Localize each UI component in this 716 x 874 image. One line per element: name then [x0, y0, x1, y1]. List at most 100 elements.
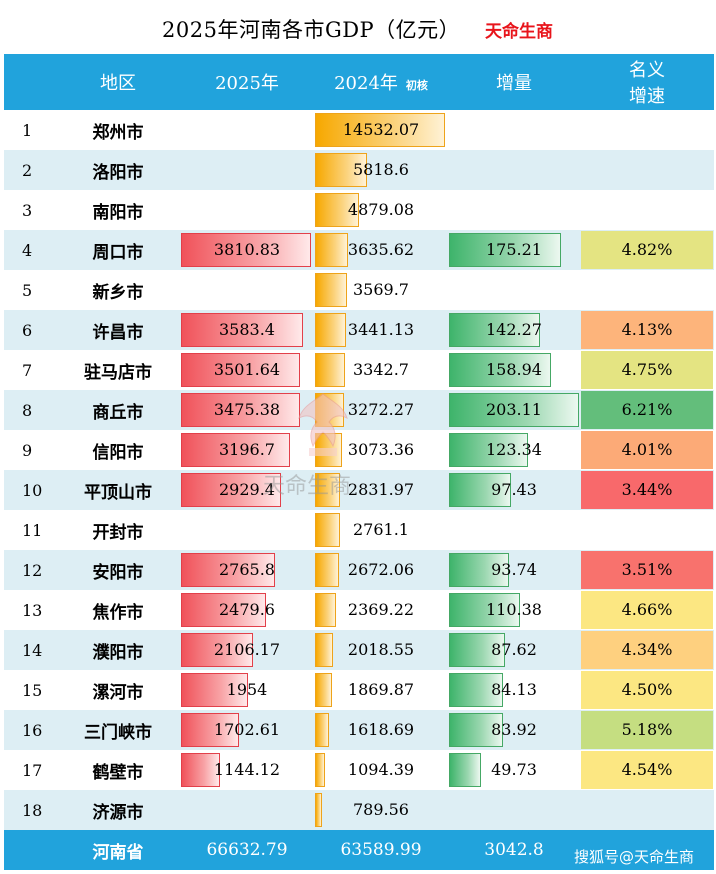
- v2025-cell: [180, 270, 314, 310]
- bar-2024: [315, 113, 445, 147]
- city-cell: 商丘市: [56, 390, 180, 430]
- v2024-value-label: 789.56: [353, 800, 409, 819]
- total-increase: 3042.8: [448, 830, 580, 870]
- bar-2024: [315, 353, 345, 387]
- v2025-value-label: 1954: [226, 680, 268, 699]
- city-cell: 新乡市: [92, 282, 144, 303]
- increase-cell-wrap: 110.38: [448, 590, 580, 630]
- v2025-value-label: 3501.64: [213, 360, 281, 379]
- growth-cell: 4.75%: [580, 350, 714, 390]
- growth-rate-label: [581, 191, 713, 229]
- v2024-cell-wrap: 1618.69: [314, 710, 448, 750]
- increase-value-label: 175.21: [486, 240, 542, 259]
- growth-cell-wrap: 4.54%: [580, 750, 714, 790]
- v2025-cell-wrap: 3501.64: [180, 350, 314, 390]
- growth-cell: 3.44%: [580, 470, 714, 510]
- growth-rate-label: [581, 111, 713, 149]
- v2024-cell-wrap: 3569.7: [314, 270, 448, 310]
- bar-increase: [449, 393, 579, 427]
- increase-cell: 175.21: [448, 230, 580, 270]
- v2024-cell-wrap: 3073.36: [314, 430, 448, 470]
- v2025-cell-wrap: [180, 270, 314, 310]
- bar-increase: [449, 473, 511, 507]
- header-row: 地区 2025年 2024年 初核 增量 名义 增速: [4, 54, 714, 110]
- growth-rate-label: 4.50%: [581, 671, 713, 709]
- city-cell: 洛阳市: [56, 150, 180, 190]
- city-cell: 郑州市: [92, 122, 144, 143]
- table-row: 3 南阳市 4879.08: [4, 190, 714, 230]
- rank-cell: 13: [22, 600, 43, 620]
- v2024-value-label: 3272.27: [347, 400, 415, 419]
- increase-value-label: 203.11: [486, 400, 542, 419]
- bar-increase: [449, 673, 503, 707]
- header-growth-line2: 增速: [629, 86, 665, 107]
- rank-cell: 11: [22, 520, 43, 540]
- increase-value-label: 158.94: [486, 360, 542, 379]
- v2024-cell: 3073.36: [314, 430, 448, 470]
- header-growth: 名义 增速: [580, 54, 714, 110]
- increase-cell-wrap: 93.74: [448, 550, 580, 590]
- city-cell: 周口市: [56, 230, 180, 270]
- v2025-value-label: 3475.38: [213, 400, 281, 419]
- v2024-value-label: 3073.36: [347, 440, 415, 459]
- city-cell: 平顶山市: [56, 470, 180, 510]
- bar-2024: [315, 313, 346, 347]
- increase-cell-wrap: [448, 270, 580, 310]
- v2025-cell-wrap: [180, 110, 314, 150]
- v2024-cell-wrap: 3272.27: [314, 390, 448, 430]
- v2024-value-label: 2672.06: [347, 560, 415, 579]
- v2025-cell-wrap: 1702.61: [180, 710, 314, 750]
- v2024-cell-wrap: 3441.13: [314, 310, 448, 350]
- table-row: 15 漯河市 1954 1869.87 84.13 4.50%: [4, 670, 714, 710]
- growth-cell-wrap: 3.44%: [580, 470, 714, 510]
- increase-cell-wrap: 84.13: [448, 670, 580, 710]
- increase-cell: 84.13: [448, 670, 580, 710]
- growth-rate-label: 5.18%: [581, 711, 713, 749]
- increase-cell-wrap: 87.62: [448, 630, 580, 670]
- v2024-value-label: 1869.87: [347, 680, 415, 699]
- increase-cell-wrap: [448, 150, 580, 190]
- bar-2024: [315, 193, 359, 227]
- bar-increase: [449, 233, 561, 267]
- growth-cell: 3.51%: [580, 550, 714, 590]
- v2024-cell: 2672.06: [314, 550, 448, 590]
- v2025-cell-wrap: 3196.7: [180, 430, 314, 470]
- bar-2025: [181, 393, 300, 427]
- city-cell: 安阳市: [56, 550, 180, 590]
- bar-increase: [449, 633, 505, 667]
- bar-2024: [315, 673, 332, 707]
- total-rank: [4, 830, 56, 870]
- v2024-cell: 3441.13: [314, 310, 448, 350]
- v2024-cell-wrap: 2018.55: [314, 630, 448, 670]
- v2024-cell-wrap: 1869.87: [314, 670, 448, 710]
- increase-cell-wrap: 142.27: [448, 310, 580, 350]
- header-growth-line1: 名义: [629, 60, 665, 81]
- header-2024: 2024年 初核: [314, 54, 448, 110]
- v2024-cell: 789.56: [314, 790, 448, 830]
- bar-2025: [181, 593, 266, 627]
- bar-2025: [181, 313, 303, 347]
- growth-rate-label: 4.54%: [581, 751, 713, 789]
- v2025-cell: 3810.83: [180, 230, 314, 270]
- v2024-cell: 14532.07: [314, 110, 448, 150]
- v2024-cell: 3569.7: [314, 270, 448, 310]
- gdp-table: 地区 2025年 2024年 初核 增量 名义 增速 1 郑州市 14532.07 2 洛阳…: [4, 54, 714, 870]
- table-row: 1 郑州市 14532.07: [4, 110, 714, 150]
- total-2025: 66632.79: [180, 830, 314, 870]
- v2024-value-label: 2369.22: [347, 600, 415, 619]
- bar-increase: [449, 753, 481, 787]
- v2025-value-label: 3583.4: [219, 320, 275, 339]
- v2025-cell: 2479.6: [180, 590, 314, 630]
- v2025-cell: [180, 790, 314, 830]
- v2024-cell: 3635.62: [314, 230, 448, 270]
- growth-cell-wrap: [580, 110, 714, 150]
- v2024-cell-wrap: 2672.06: [314, 550, 448, 590]
- v2025-cell-wrap: [180, 790, 314, 830]
- increase-cell-wrap: [448, 190, 580, 230]
- v2025-cell: 2106.17: [180, 630, 314, 670]
- increase-cell: 93.74: [448, 550, 580, 590]
- growth-cell-wrap: 4.01%: [580, 430, 714, 470]
- bar-2024: [315, 593, 336, 627]
- increase-cell: 110.38: [448, 590, 580, 630]
- growth-cell: [580, 510, 714, 550]
